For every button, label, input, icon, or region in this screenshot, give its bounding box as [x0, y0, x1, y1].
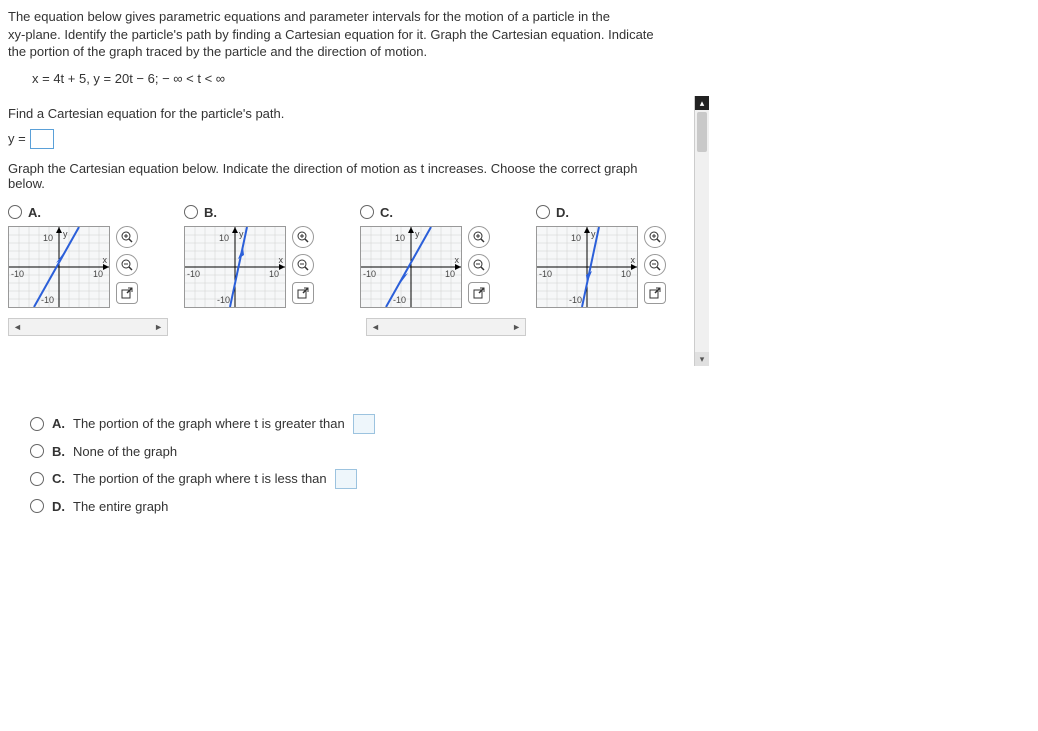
graph-thumbnail: y x 10 -10 -10 10	[8, 226, 110, 308]
scroll-down[interactable]: ▾	[695, 352, 709, 366]
pager-prev[interactable]: ◄	[367, 322, 384, 332]
choice-text: None of the graph	[73, 444, 177, 459]
portion-option-radio[interactable]	[30, 499, 44, 513]
choice-letter: A.	[52, 416, 65, 431]
problem-line: the portion of the graph traced by the p…	[8, 43, 1030, 61]
zoom-out-icon[interactable]	[116, 254, 138, 276]
cartesian-answer-input[interactable]	[30, 129, 54, 149]
choice-value-input[interactable]	[335, 469, 357, 489]
choice-value-input[interactable]	[353, 414, 375, 434]
graph-thumbnail: y x 10 -10 -10 10	[360, 226, 462, 308]
graph-option-label: B.	[204, 205, 217, 220]
zoom-out-icon[interactable]	[468, 254, 490, 276]
scrollbar[interactable]: ▴ ▾	[694, 96, 709, 366]
choice-text: The entire graph	[73, 499, 168, 514]
graph-option-label: D.	[556, 205, 569, 220]
choice-letter: B.	[52, 444, 65, 459]
scroll-up[interactable]: ▴	[695, 96, 709, 110]
choice-text: The portion of the graph where t is less…	[73, 471, 327, 486]
portion-option-radio[interactable]	[30, 444, 44, 458]
popout-icon[interactable]	[644, 282, 666, 304]
q2-prompt: below.	[8, 176, 45, 191]
pager-left: ◄ ►	[8, 318, 168, 336]
q2-prompt: Graph the Cartesian equation below. Indi…	[8, 161, 637, 176]
scroll-thumb[interactable]	[697, 112, 707, 152]
graph-thumbnail: y x 10 -10 -10 10	[184, 226, 286, 308]
popout-icon[interactable]	[292, 282, 314, 304]
choice-letter: C.	[52, 471, 65, 486]
zoom-out-icon[interactable]	[292, 254, 314, 276]
problem-line: The equation below gives parametric equa…	[8, 8, 1030, 26]
choice-text: The portion of the graph where t is grea…	[73, 416, 345, 431]
graph-option-radio[interactable]	[8, 205, 22, 219]
graph-option-radio[interactable]	[184, 205, 198, 219]
pager-right: ◄ ►	[366, 318, 526, 336]
problem-line: xy-plane. Identify the particle's path b…	[8, 26, 1030, 44]
q1-prompt: Find a Cartesian equation for the partic…	[8, 106, 688, 121]
popout-icon[interactable]	[468, 282, 490, 304]
portion-option-radio[interactable]	[30, 417, 44, 431]
pager-next[interactable]: ►	[150, 322, 167, 332]
answer-prefix: y =	[8, 131, 26, 146]
zoom-in-icon[interactable]	[644, 226, 666, 248]
zoom-out-icon[interactable]	[644, 254, 666, 276]
graph-option-label: A.	[28, 205, 41, 220]
graph-option-radio[interactable]	[536, 205, 550, 219]
parametric-equations: x = 4t + 5, y = 20t − 6; − ∞ < t < ∞	[32, 71, 1030, 86]
choice-letter: D.	[52, 499, 65, 514]
graph-option-label: C.	[380, 205, 393, 220]
zoom-in-icon[interactable]	[468, 226, 490, 248]
graph-thumbnail: y x 10 -10 -10 10	[536, 226, 638, 308]
popout-icon[interactable]	[116, 282, 138, 304]
portion-option-radio[interactable]	[30, 472, 44, 486]
zoom-in-icon[interactable]	[116, 226, 138, 248]
zoom-in-icon[interactable]	[292, 226, 314, 248]
pager-prev[interactable]: ◄	[9, 322, 26, 332]
pager-next[interactable]: ►	[508, 322, 525, 332]
graph-option-radio[interactable]	[360, 205, 374, 219]
